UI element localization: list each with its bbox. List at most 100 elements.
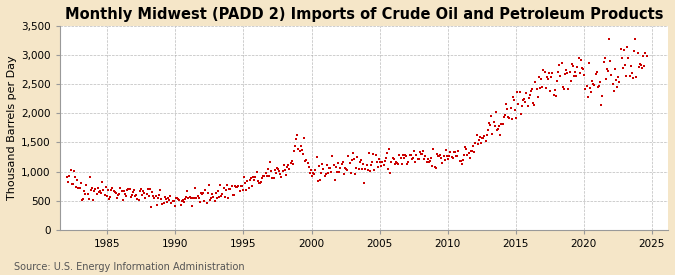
Point xyxy=(273,167,284,171)
Point xyxy=(291,137,302,141)
Point xyxy=(381,150,392,155)
Point xyxy=(114,192,125,196)
Point xyxy=(151,194,161,198)
Point xyxy=(331,169,342,174)
Point xyxy=(623,56,634,60)
Point xyxy=(271,171,281,175)
Point xyxy=(604,37,615,41)
Point xyxy=(450,150,460,154)
Point xyxy=(238,188,248,192)
Point xyxy=(508,98,519,103)
Point xyxy=(570,70,580,74)
Point xyxy=(138,188,148,193)
Point xyxy=(601,67,612,71)
Point xyxy=(491,128,502,132)
Point xyxy=(340,166,350,171)
Point xyxy=(71,185,82,189)
Point xyxy=(412,157,423,162)
Point xyxy=(589,82,600,87)
Point xyxy=(240,181,250,185)
Point xyxy=(328,162,339,167)
Point xyxy=(256,180,267,185)
Point xyxy=(369,168,380,173)
Point xyxy=(63,180,74,184)
Point xyxy=(131,193,142,197)
Point xyxy=(401,153,412,158)
Point xyxy=(563,86,574,91)
Point xyxy=(574,71,585,75)
Point xyxy=(478,136,489,140)
Point xyxy=(460,144,470,149)
Point xyxy=(76,181,86,185)
Point xyxy=(546,75,557,79)
Point xyxy=(464,156,475,160)
Point xyxy=(367,160,377,164)
Point xyxy=(480,139,491,143)
Point xyxy=(281,173,292,177)
Point xyxy=(572,64,583,69)
Point xyxy=(510,108,520,112)
Point xyxy=(271,166,282,171)
Point xyxy=(608,89,619,93)
Point xyxy=(199,199,210,203)
Point xyxy=(551,94,562,98)
Point xyxy=(608,82,618,86)
Point xyxy=(184,195,195,199)
Point xyxy=(618,48,629,52)
Point xyxy=(134,189,145,193)
Point xyxy=(628,76,639,81)
Point xyxy=(487,132,497,136)
Point xyxy=(612,85,622,89)
Point xyxy=(253,181,264,185)
Point xyxy=(168,199,179,204)
Point xyxy=(288,149,299,153)
Point xyxy=(387,155,398,160)
Point xyxy=(395,156,406,160)
Point xyxy=(92,186,103,190)
Point xyxy=(218,186,229,190)
Point xyxy=(206,196,217,200)
Point xyxy=(381,156,392,160)
Point xyxy=(633,65,644,69)
Point xyxy=(394,153,405,158)
Point xyxy=(538,68,549,73)
Point xyxy=(118,189,129,193)
Point xyxy=(97,180,108,184)
Point xyxy=(576,58,587,62)
Point xyxy=(327,154,338,158)
Point xyxy=(396,162,407,166)
Point xyxy=(276,175,287,179)
Point xyxy=(543,77,554,81)
Point xyxy=(389,162,400,167)
Point xyxy=(183,196,194,200)
Point xyxy=(88,198,99,202)
Point xyxy=(384,147,395,151)
Point xyxy=(143,194,154,198)
Point xyxy=(486,114,497,119)
Point xyxy=(148,194,159,198)
Point xyxy=(267,175,278,180)
Point xyxy=(259,174,270,178)
Point xyxy=(70,175,80,180)
Point xyxy=(495,133,506,137)
Point xyxy=(434,154,445,158)
Point xyxy=(448,150,459,154)
Point xyxy=(233,184,244,189)
Point xyxy=(599,56,610,60)
Point xyxy=(498,115,509,119)
Point xyxy=(226,184,237,188)
Point xyxy=(470,141,481,145)
Point xyxy=(530,79,541,84)
Point xyxy=(155,188,165,193)
Point xyxy=(126,193,137,197)
Point xyxy=(500,112,510,117)
Point xyxy=(190,186,200,190)
Point xyxy=(468,144,479,148)
Point xyxy=(516,103,527,108)
Point xyxy=(352,155,363,160)
Point xyxy=(363,151,374,156)
Point xyxy=(404,152,415,157)
Point xyxy=(308,170,319,175)
Point xyxy=(505,106,516,110)
Point xyxy=(531,87,542,91)
